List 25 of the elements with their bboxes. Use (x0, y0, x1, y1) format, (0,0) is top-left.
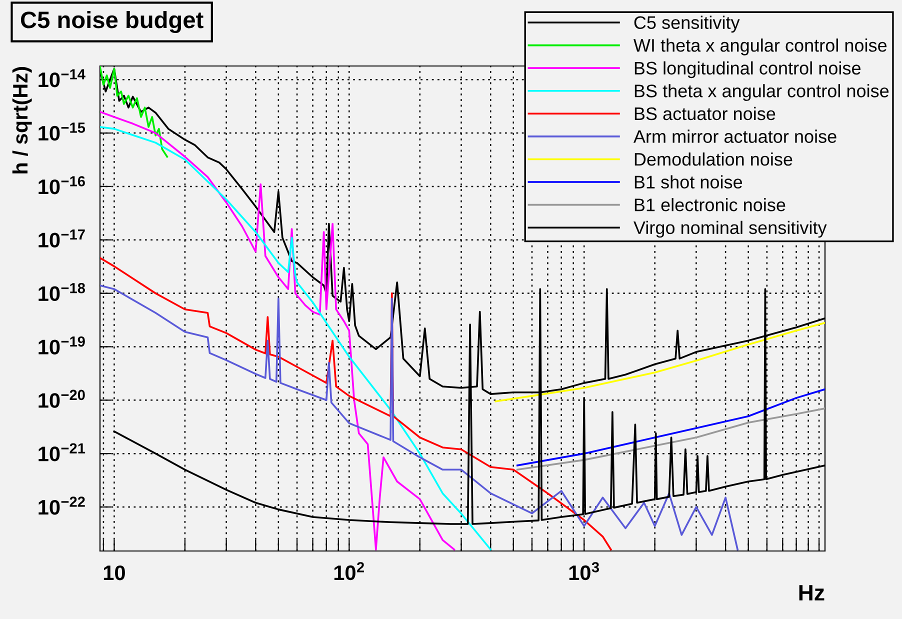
legend-label: Virgo nominal sensitivity (634, 220, 827, 238)
x-tick-label: 10 (104, 565, 125, 580)
y-tick-label: 10$^{−22}$ (38, 496, 85, 515)
legend-label: Arm mirror actuator noise (633, 130, 836, 143)
y-axis-title: h / sqrt(Hz) (12, 67, 32, 174)
legend-label: WI theta x angular control noise (634, 38, 887, 56)
y-tick-label: 10$^{−19}$ (38, 336, 85, 354)
legend-label: BS longitudinal control noise (634, 61, 860, 78)
chart-title: C5 noise budget (20, 10, 204, 34)
legend-label: BS theta x angular control noise (634, 84, 889, 101)
y-tick-label: 10$^{−14}$ (38, 69, 86, 88)
y-tick-label: 10$^{−21}$ (38, 443, 86, 462)
x-tick-label: 10$^{3}$ (569, 562, 600, 580)
x-tick-label: 10$^{2}$ (334, 562, 364, 580)
legend-label: C5 sensitivity (634, 16, 740, 33)
legend-label: B1 shot noise (634, 175, 742, 189)
legend-label: BS actuator noise (634, 106, 776, 120)
y-tick-label: 10$^{−15}$ (38, 122, 86, 141)
y-tick-label: 10$^{−20}$ (38, 390, 85, 408)
y-tick-label: 10$^{−18}$ (38, 282, 86, 302)
legend-label: B1 electronic noise (634, 198, 786, 212)
x-axis-title: Hz (799, 585, 824, 600)
legend-label: Demodulation noise (634, 152, 792, 166)
y-tick-label: 10$^{−16}$ (38, 176, 85, 194)
y-tick-label: 10$^{−17}$ (38, 230, 85, 248)
